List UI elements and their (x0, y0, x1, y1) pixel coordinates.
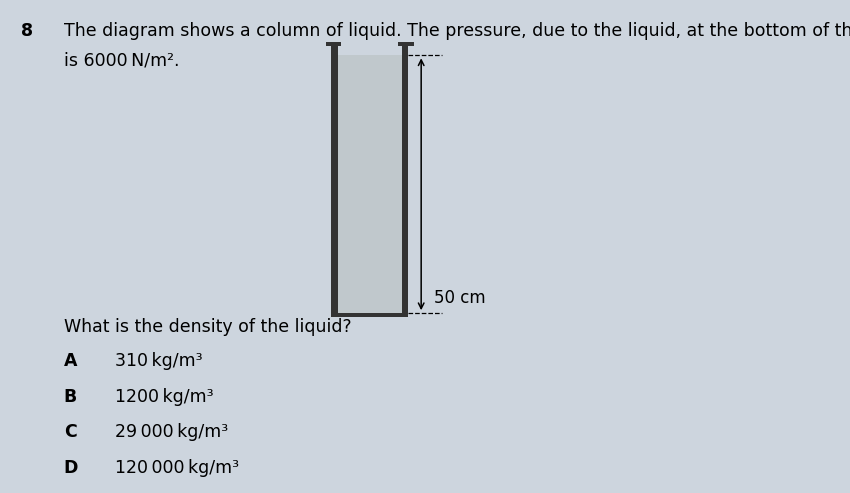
Text: 50 cm: 50 cm (434, 289, 485, 307)
Text: 1200 kg/m³: 1200 kg/m³ (115, 388, 213, 406)
Text: C: C (64, 423, 76, 442)
Text: 29 000 kg/m³: 29 000 kg/m³ (115, 423, 228, 442)
Bar (331, 44, 337, 313)
Text: What is the density of the liquid?: What is the density of the liquid? (64, 318, 351, 336)
Bar (326, 42, 342, 46)
Bar (337, 56, 401, 313)
Bar (401, 44, 408, 313)
Text: 8: 8 (21, 22, 33, 40)
Text: A: A (64, 352, 77, 371)
Text: 310 kg/m³: 310 kg/m³ (115, 352, 202, 371)
Text: B: B (64, 388, 77, 406)
Text: 120 000 kg/m³: 120 000 kg/m³ (115, 459, 239, 477)
Bar (331, 313, 408, 317)
Text: is 6000 N/m².: is 6000 N/m². (64, 52, 179, 70)
Text: D: D (64, 459, 78, 477)
Text: The diagram shows a column of liquid. The pressure, due to the liquid, at the bo: The diagram shows a column of liquid. Th… (64, 22, 850, 40)
Bar (398, 42, 413, 46)
